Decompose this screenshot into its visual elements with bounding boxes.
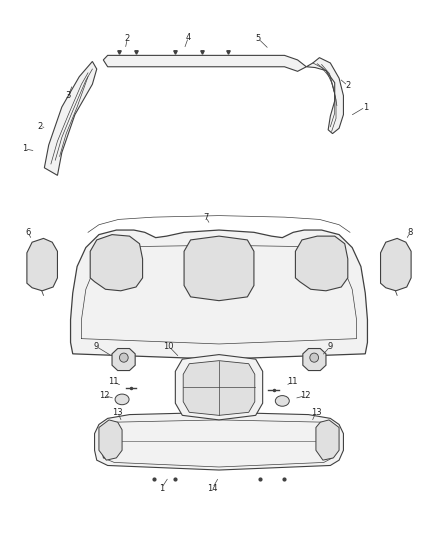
Polygon shape	[44, 61, 97, 175]
Polygon shape	[99, 420, 122, 460]
Text: 10: 10	[163, 342, 174, 351]
Text: 11: 11	[287, 377, 297, 386]
Text: 2: 2	[37, 122, 42, 131]
Text: 9: 9	[93, 342, 99, 351]
Text: 11: 11	[108, 377, 119, 386]
Polygon shape	[316, 420, 339, 460]
Polygon shape	[183, 361, 255, 415]
Text: 1: 1	[159, 484, 164, 492]
Polygon shape	[295, 236, 348, 291]
Polygon shape	[103, 55, 306, 71]
Polygon shape	[306, 58, 343, 134]
Text: 14: 14	[207, 484, 218, 492]
Text: 2: 2	[125, 34, 130, 43]
Polygon shape	[303, 349, 326, 370]
Text: 3: 3	[66, 91, 71, 100]
Ellipse shape	[310, 353, 318, 362]
Text: 7: 7	[203, 213, 208, 222]
Text: 4: 4	[186, 33, 191, 42]
Text: 6: 6	[25, 228, 31, 237]
Text: 13: 13	[113, 408, 123, 417]
Text: 9: 9	[328, 342, 333, 351]
Polygon shape	[90, 235, 143, 291]
Ellipse shape	[120, 353, 128, 362]
Text: 1: 1	[22, 144, 27, 154]
Text: 2: 2	[345, 81, 350, 90]
Text: 13: 13	[311, 408, 321, 417]
Text: 1: 1	[363, 102, 368, 111]
Polygon shape	[95, 413, 343, 470]
Polygon shape	[175, 354, 263, 420]
Text: 12: 12	[99, 391, 110, 400]
Text: 8: 8	[407, 228, 413, 237]
Ellipse shape	[115, 394, 129, 405]
Text: 12: 12	[300, 391, 311, 400]
Text: 5: 5	[256, 34, 261, 43]
Polygon shape	[71, 230, 367, 359]
Polygon shape	[381, 238, 411, 291]
Polygon shape	[112, 349, 135, 370]
Polygon shape	[27, 238, 57, 291]
Ellipse shape	[276, 395, 289, 406]
Polygon shape	[184, 236, 254, 301]
